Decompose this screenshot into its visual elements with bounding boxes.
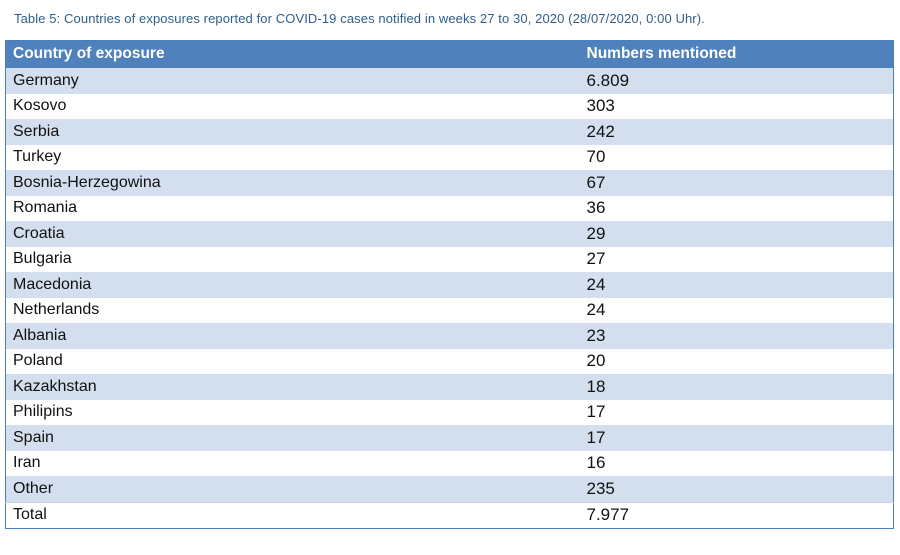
table-row: Spain 17 <box>5 425 894 451</box>
country-cell: Bulgaria <box>5 246 580 272</box>
table-row: Bosnia-Herzegowina 67 <box>5 170 894 196</box>
country-cell: Kazakhstan <box>5 374 580 400</box>
table-row: Albania 23 <box>5 323 894 349</box>
column-header-numbers: Numbers mentioned <box>579 40 894 68</box>
table-row: Romania 36 <box>5 195 894 221</box>
table-row: Philipins 17 <box>5 399 894 425</box>
number-cell: 18 <box>579 374 894 400</box>
country-cell: Poland <box>5 348 580 374</box>
number-cell: 24 <box>579 272 894 298</box>
country-cell: Macedonia <box>5 272 580 298</box>
table-row: Macedonia 24 <box>5 272 894 298</box>
country-cell: Albania <box>5 323 580 349</box>
number-cell: 27 <box>579 246 894 272</box>
country-cell: Netherlands <box>5 297 580 323</box>
total-label: Total <box>5 501 580 529</box>
number-cell: 67 <box>579 170 894 196</box>
number-cell: 23 <box>579 323 894 349</box>
number-cell: 303 <box>579 93 894 119</box>
country-cell: Other <box>5 476 580 502</box>
table-row: Germany 6.809 <box>5 67 894 94</box>
country-cell: Philipins <box>5 399 580 425</box>
country-cell: Turkey <box>5 144 580 170</box>
table-caption: Table 5: Countries of exposures reported… <box>14 11 705 26</box>
table-row: Poland 20 <box>5 348 894 374</box>
column-header-country: Country of exposure <box>5 40 580 68</box>
header-row: Country of exposure Numbers mentioned <box>5 40 894 68</box>
number-cell: 235 <box>579 476 894 502</box>
table-row: Iran 16 <box>5 450 894 476</box>
table-row: Serbia 242 <box>5 119 894 145</box>
table-row: Croatia 29 <box>5 221 894 247</box>
table-row: Bulgaria 27 <box>5 246 894 272</box>
country-cell: Germany <box>5 67 580 94</box>
country-cell: Romania <box>5 195 580 221</box>
table-row: Kazakhstan 18 <box>5 374 894 400</box>
exposure-table: Country of exposure Numbers mentioned Ge… <box>5 40 894 529</box>
number-cell: 70 <box>579 144 894 170</box>
number-cell: 17 <box>579 425 894 451</box>
table-row: Netherlands 24 <box>5 297 894 323</box>
table-row: Turkey 70 <box>5 144 894 170</box>
country-cell: Iran <box>5 450 580 476</box>
number-cell: 6.809 <box>579 67 894 94</box>
country-cell: Serbia <box>5 119 580 145</box>
number-cell: 36 <box>579 195 894 221</box>
country-cell: Kosovo <box>5 93 580 119</box>
number-cell: 29 <box>579 221 894 247</box>
total-row: Total 7.977 <box>5 501 894 529</box>
number-cell: 17 <box>579 399 894 425</box>
number-cell: 20 <box>579 348 894 374</box>
country-cell: Bosnia-Herzegowina <box>5 170 580 196</box>
table-row: Other 235 <box>5 476 894 502</box>
number-cell: 24 <box>579 297 894 323</box>
country-cell: Croatia <box>5 221 580 247</box>
table-body: Germany 6.809 Kosovo 303 Serbia 242 Turk… <box>5 67 894 529</box>
total-number: 7.977 <box>579 501 894 529</box>
number-cell: 242 <box>579 119 894 145</box>
country-cell: Spain <box>5 425 580 451</box>
number-cell: 16 <box>579 450 894 476</box>
table-row: Kosovo 303 <box>5 93 894 119</box>
